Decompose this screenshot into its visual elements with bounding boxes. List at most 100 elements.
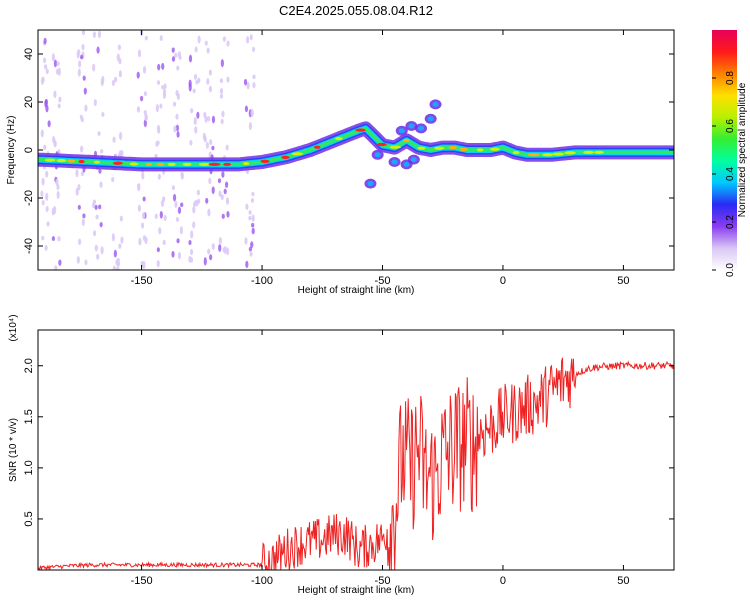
spectrogram-blob-core — [374, 152, 381, 158]
spectrogram-speckle — [100, 149, 104, 154]
spectrogram-speckle — [225, 144, 229, 151]
spectrogram-speckle — [142, 196, 146, 202]
spectrogram-speckle — [96, 253, 100, 260]
spectrogram-speckle — [251, 227, 255, 235]
spectrogram-hotspot — [512, 151, 520, 155]
spectrogram-speckle — [45, 68, 49, 75]
colorbar-tick-label: 0.4 — [725, 167, 736, 181]
spectrogram-speckle — [251, 214, 255, 222]
spectrogram-blob-core — [410, 157, 417, 163]
spectrogram-speckle — [207, 208, 211, 217]
snr-y-multiplier: (x10⁴) — [8, 314, 19, 341]
snr-panel: -150 -100 -50 0 50 0.5 1.0 1.5 2.0 Height of st… — [8, 314, 675, 596]
spectrogram-speckle — [94, 204, 98, 210]
spectrogram-speckle — [116, 266, 120, 270]
spectrogram-speckle — [119, 215, 123, 222]
spectrogram-speckle — [119, 131, 123, 141]
spectrogram-speckle — [82, 75, 86, 81]
spectrogram-speckle — [218, 244, 222, 252]
spectrogram-speckle — [218, 236, 222, 245]
spectrogram-speckle — [41, 76, 45, 83]
spectrogram-speckle — [211, 243, 215, 251]
spectrogram-speckle — [159, 211, 163, 219]
spectrogram-speckle — [163, 83, 167, 90]
spectrogram-hotspot — [260, 159, 270, 164]
spectrogram-hotspot — [355, 128, 366, 132]
spectrogram-blob-core — [391, 159, 398, 165]
spectrogram-hotspot — [476, 148, 484, 152]
spectrogram-y-ticks: -40 -20 0 20 40 — [23, 48, 674, 254]
spectrogram-speckle — [208, 177, 212, 185]
spectrogram-hotspot — [583, 150, 595, 154]
spectrogram-speckle — [248, 215, 252, 221]
spectrogram-speckle — [40, 129, 44, 138]
spectrogram-speckle — [188, 83, 192, 92]
spectrogram-speckle — [175, 124, 180, 132]
spectrogram-hotspot — [389, 145, 402, 149]
spectrogram-speckle — [190, 230, 194, 239]
spectrogram-speckle — [81, 30, 86, 36]
spectrogram-speckle — [111, 233, 115, 242]
spectrogram-speckle — [82, 213, 86, 219]
colorbar-tick-label: 0.6 — [725, 119, 736, 133]
spectrogram-hotspot — [67, 159, 76, 163]
spectrogram-speckle — [53, 59, 58, 68]
snr-x-label: Height of straight line (km) — [298, 585, 415, 596]
spectrogram-speckle — [77, 204, 81, 210]
spectrogram-speckle — [95, 214, 99, 220]
spectrogram-speckle — [207, 116, 211, 122]
spectrogram-speckle — [177, 51, 181, 58]
spectrogram-blob-core — [432, 101, 439, 107]
spectrogram-x-label: Height of straight line (km) — [298, 285, 415, 296]
spectrogram-speckle — [46, 221, 50, 227]
spectrogram-speckle — [53, 90, 57, 99]
spectrogram-speckle — [194, 46, 198, 53]
spectrogram-speckle — [44, 244, 48, 251]
spectrogram-speckle — [43, 144, 47, 151]
spectrogram-speckle — [75, 169, 79, 178]
spectrogram-blob-core — [427, 116, 434, 122]
spectrogram-speckle — [40, 190, 44, 197]
spectrogram-speckle — [244, 237, 248, 245]
spectrogram-speckle — [196, 189, 200, 196]
spectrogram-speckle — [43, 37, 47, 45]
spectrogram-hotspot — [376, 142, 387, 147]
spectrogram-speckle — [224, 181, 229, 188]
snr-marks — [38, 357, 674, 570]
spectrogram-speckle — [176, 238, 180, 244]
spectrogram-speckle — [80, 170, 85, 177]
spectrogram-x-tick-label: -150 — [131, 275, 153, 287]
spectrogram-speckle — [80, 145, 84, 153]
spectrogram-speckle — [141, 171, 145, 180]
spectrogram-speckle — [79, 114, 83, 120]
spectrogram-blob-core — [403, 161, 410, 167]
spectrogram-speckle — [226, 76, 230, 83]
spectrogram-hotspot — [167, 162, 176, 166]
spectrogram-speckle — [219, 94, 224, 99]
spectrogram-speckle — [142, 260, 146, 270]
spectrogram-speckle — [98, 204, 102, 210]
spectrogram-hotspot — [129, 162, 139, 166]
spectrogram-speckle — [94, 244, 98, 252]
spectrogram-speckle — [226, 211, 230, 218]
spectrogram-speckle — [51, 53, 55, 62]
spectrogram-speckle — [156, 260, 160, 268]
spectrogram-speckle — [41, 177, 45, 186]
spectrogram-speckle — [196, 111, 200, 119]
spectrogram-speckle — [251, 46, 256, 53]
spectrogram-speckle — [220, 118, 224, 125]
spectrogram-speckle — [223, 188, 227, 195]
spectrogram-speckle — [41, 235, 45, 241]
spectrogram-speckle — [171, 185, 175, 191]
spectrogram-speckle — [58, 259, 62, 266]
spectrogram-speckle — [144, 113, 148, 121]
spectrogram-hotspot — [145, 162, 152, 166]
spectrogram-speckle — [45, 206, 49, 213]
spectrogram-speckle — [172, 193, 177, 202]
spectrogram-speckle — [45, 192, 49, 202]
spectrogram-speckle — [203, 257, 207, 266]
snr-y-label: SNR (10 * v/v) — [8, 418, 19, 482]
spectrogram-speckle — [175, 113, 179, 120]
spectrogram-speckle — [174, 201, 178, 208]
